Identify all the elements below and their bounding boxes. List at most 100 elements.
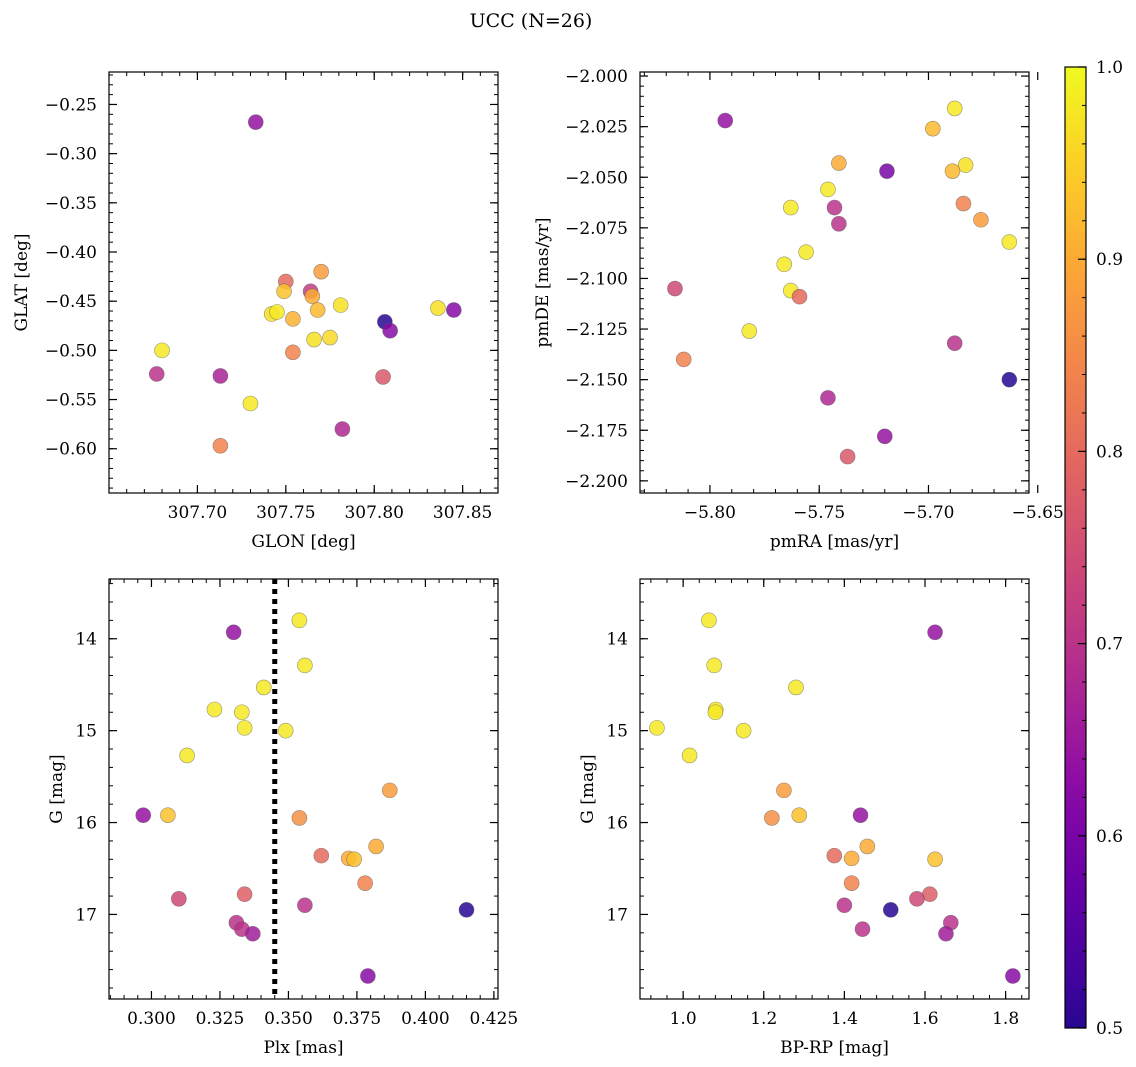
x-tick-label: 0.300 xyxy=(127,1009,176,1029)
scatter-point xyxy=(927,851,943,868)
scatter-point xyxy=(839,448,856,465)
scatter-point xyxy=(852,807,869,823)
scatter-point xyxy=(255,679,272,696)
colorbar-tick-label: 0.7 xyxy=(1096,635,1123,655)
scatter-point xyxy=(445,302,462,318)
scatter-point xyxy=(788,679,804,696)
scatter-point xyxy=(854,921,871,937)
x-axis-label: Plx [mas] xyxy=(263,1038,343,1058)
scatter-point xyxy=(357,875,373,892)
y-tick-label: −2.150 xyxy=(565,371,628,391)
scatter-point xyxy=(876,428,893,445)
plot-frame xyxy=(108,71,499,494)
scatter-point xyxy=(148,366,165,382)
y-tick-label: 15 xyxy=(75,722,97,742)
y-tick-label: 16 xyxy=(606,814,628,834)
y-tick-label: 14 xyxy=(606,630,628,650)
scatter-point xyxy=(791,807,808,823)
y-axis-label: G [mag] xyxy=(47,754,67,823)
y-tick-label: −0.30 xyxy=(45,145,97,165)
x-tick-label: −5.75 xyxy=(793,503,845,523)
scatter-point xyxy=(944,163,961,179)
scatter-point xyxy=(791,288,808,305)
scatter-point xyxy=(938,925,954,942)
scatter-point xyxy=(291,612,308,629)
scatter-point xyxy=(313,847,330,864)
scatter-point xyxy=(306,331,322,348)
scatter-point xyxy=(707,704,724,721)
scatter-point xyxy=(245,925,261,942)
y-tick-label: −0.60 xyxy=(45,440,97,460)
scatter-point xyxy=(826,847,843,864)
scatter-point xyxy=(285,344,301,361)
y-tick-label: −2.000 xyxy=(565,67,628,87)
plot-frame xyxy=(639,71,1030,494)
scatter-point xyxy=(1001,234,1018,250)
scatter-point xyxy=(276,283,292,300)
x-tick-label: 0.375 xyxy=(333,1009,382,1029)
scatter-point xyxy=(277,722,294,739)
x-tick-label: −5.80 xyxy=(684,503,736,523)
colorbar-tick-label: 1.0 xyxy=(1096,58,1123,78)
y-axis-label: G [mag] xyxy=(578,754,598,823)
y-axis-label: pmDE [mas/yr] xyxy=(533,217,553,347)
y-tick-label: −0.45 xyxy=(45,292,97,312)
scatter-point xyxy=(701,612,717,629)
scatter-point xyxy=(946,335,963,352)
scatter-point xyxy=(212,368,229,384)
x-tick-label: −5.65 xyxy=(1012,503,1064,523)
scatter-point xyxy=(826,199,843,216)
y-tick-label: −2.100 xyxy=(565,269,628,289)
scatter-point xyxy=(882,902,899,918)
scatter-point xyxy=(667,280,683,297)
y-axis-label: GLAT [deg] xyxy=(12,233,32,331)
y-tick-label: −2.125 xyxy=(565,320,628,340)
scatter-point xyxy=(206,701,223,718)
scatter-point xyxy=(735,722,752,739)
panel-plx-g: 0.300 0.325 0.350 0.375 0.400 0.425 14 15 16 17 Pl… xyxy=(47,578,518,1058)
scatter-point xyxy=(782,199,799,216)
scatter-point xyxy=(322,329,338,346)
x-tick-label: 307.85 xyxy=(433,503,492,523)
scatter-point xyxy=(382,322,398,339)
scatter-point xyxy=(225,624,242,641)
scatter-point xyxy=(291,810,308,826)
scatter-point xyxy=(717,112,734,129)
y-tick-label: −2.075 xyxy=(565,219,628,239)
scatter-point xyxy=(843,850,860,867)
scatter-point xyxy=(236,720,253,736)
x-axis-label: BP-RP [mag] xyxy=(780,1038,889,1058)
y-tick-label: −2.200 xyxy=(565,472,628,492)
scatter-point xyxy=(430,300,446,316)
panel-glon-glat: 307.70 307.75 307.80 307.85 −0.25 −0.30 −0.35 −… xyxy=(12,71,499,552)
x-tick-label: −5.70 xyxy=(902,503,954,523)
scatter-point xyxy=(973,211,989,228)
colorbar-gradient xyxy=(1064,66,1087,1029)
scatter-point xyxy=(1005,968,1021,984)
x-axis-label: pmRA [mas/yr] xyxy=(770,532,899,552)
scatter-point xyxy=(925,120,941,137)
scatter-point xyxy=(681,747,698,764)
y-tick-label: 16 xyxy=(75,814,97,834)
scatter-point xyxy=(927,624,943,641)
scatter-point xyxy=(946,100,963,117)
scatter-point xyxy=(909,891,925,907)
scatter-point xyxy=(247,114,264,130)
colorbar: 0.5 0.6 0.7 0.8 0.9 1.0 xyxy=(1064,58,1123,1039)
scatter-point xyxy=(776,256,793,273)
colorbar-tick-label: 0.5 xyxy=(1096,1019,1123,1039)
scatter-point xyxy=(360,968,376,984)
scatter-point xyxy=(171,891,187,907)
y-tick-label: −0.55 xyxy=(45,391,97,411)
colorbar-tick-label: 0.9 xyxy=(1096,250,1123,270)
x-tick-label: 1.4 xyxy=(831,1009,858,1029)
colorbar-tick-label: 0.6 xyxy=(1096,827,1123,847)
scatter-point xyxy=(179,747,195,764)
y-tick-label: −2.050 xyxy=(565,168,628,188)
scatter-point xyxy=(346,851,362,868)
x-tick-label: 1.2 xyxy=(750,1009,777,1029)
scatter-point xyxy=(798,244,814,260)
scatter-point xyxy=(879,163,895,179)
scatter-point xyxy=(859,838,876,855)
